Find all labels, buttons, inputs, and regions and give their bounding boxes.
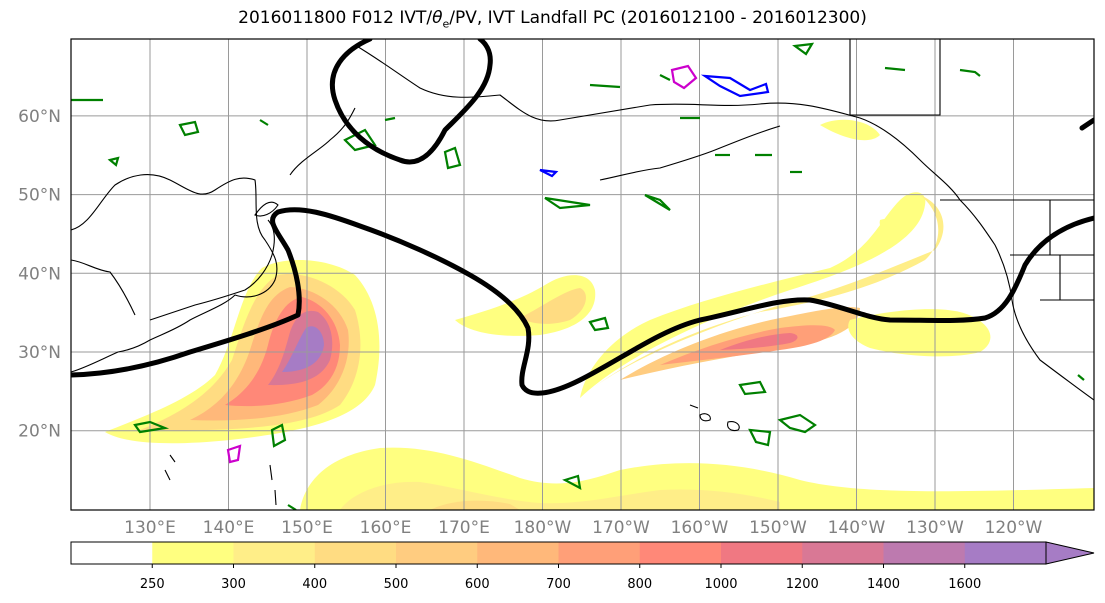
lon-label: 140°W (828, 518, 886, 538)
lon-label: 150°E (281, 518, 333, 538)
colorbar-segment (396, 542, 478, 564)
lon-label: 150°W (749, 518, 807, 538)
lon-label: 130°E (124, 518, 176, 538)
lat-label: 40°N (18, 264, 61, 284)
colorbar-segment (639, 542, 722, 564)
colorbar-label: 1400 (867, 577, 900, 592)
lat-label: 20°N (18, 422, 61, 442)
coastlines (71, 39, 1094, 506)
ivt-band-south (300, 447, 1094, 510)
colorbar-label: 700 (546, 577, 571, 592)
colorbar-segment (558, 542, 641, 564)
title-theta: θ (432, 8, 443, 28)
title-rest: /PV, IVT Landfall PC (2016012100 - 20160… (449, 8, 867, 28)
title-sub: e (442, 17, 450, 31)
lon-label: 130°W (906, 518, 964, 538)
lat-label: 30°N (18, 343, 61, 363)
lon-label: 160°W (671, 518, 729, 538)
colorbar: 250 300 400 500 600 700 800 1000 1200 1400 1600 (70, 541, 1095, 592)
colorbar-segment (152, 542, 234, 564)
lat-label: 50°N (18, 186, 61, 206)
pv-contours (71, 42, 1085, 510)
colorbar-label: 800 (627, 577, 652, 592)
lon-label: 170°E (438, 518, 490, 538)
colorbar-label: 600 (465, 577, 490, 592)
colorbar-segment (883, 542, 966, 564)
landfall-pc-contour (71, 39, 1094, 396)
map-border (70, 38, 1095, 511)
colorbar-segment (802, 542, 884, 564)
lon-label: 170°W (592, 518, 650, 538)
colorbar-extend-arrow (1045, 541, 1095, 565)
lon-label: 120°W (985, 518, 1043, 538)
colorbar-segment (314, 542, 397, 564)
colorbar-segment (71, 542, 153, 564)
theta-e-contours (226, 64, 770, 464)
lat-labels: 60°N 50°N 40°N 30°N 20°N (18, 107, 61, 442)
colorbar-label: 1600 (948, 577, 981, 592)
colorbar-segment (721, 542, 803, 564)
colorbar-label: 300 (221, 577, 246, 592)
colorbar-segment (477, 542, 559, 564)
colorbar-label: 500 (384, 577, 409, 592)
colorbar-label: 400 (302, 577, 327, 592)
lat-label: 60°N (18, 107, 61, 127)
colorbar-segment (964, 542, 1047, 564)
lon-labels: 130°E 140°E 150°E 160°E 170°E 180°W 170°W 160°W… (124, 518, 1042, 538)
title-main: 2016011800 F012 IVT/ (238, 8, 433, 28)
colorbar-label: 250 (140, 577, 165, 592)
colorbar-label: 1200 (786, 577, 819, 592)
ivt-plume-mid (455, 275, 596, 336)
map-area (71, 39, 1094, 510)
lon-label: 160°E (360, 518, 412, 538)
colorbar-segment (233, 542, 316, 564)
lon-label: 140°E (203, 518, 255, 538)
lon-label: 180°W (514, 518, 572, 538)
colorbar-label: 1000 (704, 577, 737, 592)
figure-title: 2016011800 F012 IVT/θe/PV, IVT Landfall … (0, 8, 1105, 30)
